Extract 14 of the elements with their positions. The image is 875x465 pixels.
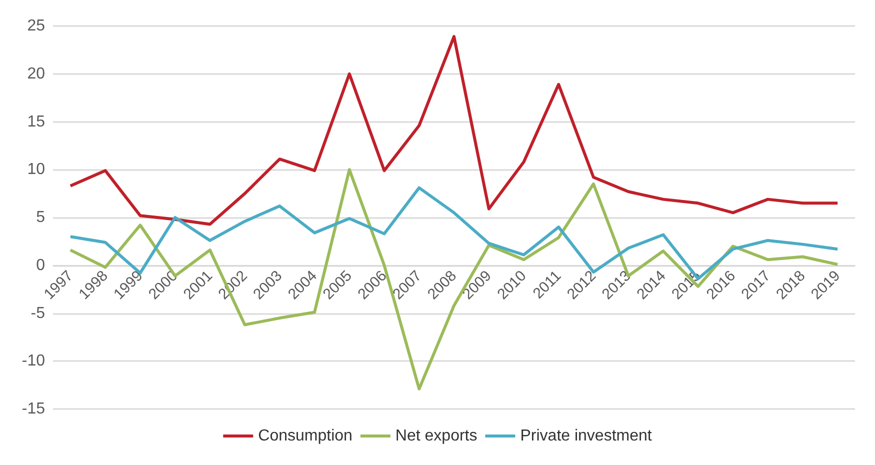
line-series: [68, 35, 840, 226]
legend-label: Net exports: [395, 428, 478, 444]
y-tick-label: 5: [36, 209, 46, 226]
line-series: [68, 168, 840, 390]
y-tick-label: 20: [27, 65, 46, 82]
y-tick-label: 25: [27, 18, 46, 34]
y-tick-label: 15: [27, 113, 46, 130]
y-tick-label: -5: [30, 304, 46, 322]
legend-label: Consumption: [258, 428, 352, 444]
y-tick-label: 10: [27, 161, 46, 178]
y-tick-label: -10: [22, 352, 46, 370]
y-tick-label: -15: [22, 400, 46, 418]
y-tick-label: 0: [36, 256, 46, 274]
legend-label: Private investment: [520, 428, 652, 444]
